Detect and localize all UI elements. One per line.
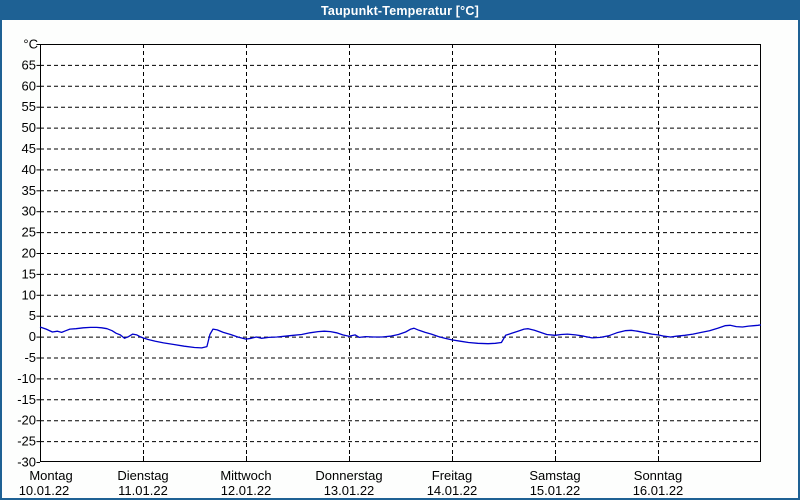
y-tick-label: 30: [22, 204, 36, 219]
day-date-label: 16.01.22: [633, 483, 684, 498]
y-tick-label: -20: [17, 413, 36, 428]
y-tick-label: 0: [29, 329, 36, 344]
window-title: Taupunkt-Temperatur [°C]: [2, 2, 798, 20]
day-name-label: Samstag: [529, 468, 580, 483]
day-name-label: Mittwoch: [220, 468, 271, 483]
axis-ticks: [36, 44, 659, 463]
day-name-label: Dienstag: [117, 468, 168, 483]
dewpoint-chart-canvas: -30 -25 -20 -15 -10 -5 0 5 10 15 20 25 30 35 40 45 50 55 6…: [17, 37, 762, 498]
y-tick-label: -25: [17, 434, 36, 449]
y-tick-label: 25: [22, 225, 36, 240]
y-tick-label: 60: [22, 78, 36, 93]
day-date-label: 12.01.22: [221, 483, 272, 498]
y-gridlines: [40, 64, 761, 443]
plot-border: [40, 44, 761, 462]
y-tick-label: 10: [22, 287, 36, 302]
y-tick-label: -5: [24, 350, 36, 365]
y-axis-unit-label: °C: [23, 37, 38, 52]
day-name-label: Freitag: [432, 468, 472, 483]
y-tick-label: -15: [17, 392, 36, 407]
day-date-label: 15.01.22: [530, 483, 581, 498]
day-date-label: 14.01.22: [427, 483, 478, 498]
y-tick-label: 55: [22, 99, 36, 114]
y-tick-label: -10: [17, 371, 36, 386]
y-axis-labels: -30 -25 -20 -15 -10 -5 0 5 10 15 20 25 30 35 40 45 50 55 6…: [17, 37, 38, 470]
y-tick-label: 15: [22, 266, 36, 281]
y-tick-label: 65: [22, 57, 36, 72]
chart-area: -30 -25 -20 -15 -10 -5 0 5 10 15 20 25 30 35 40 45 50 55 6…: [2, 22, 798, 498]
day-name-label: Montag: [29, 468, 72, 483]
y-tick-label: 5: [29, 308, 36, 323]
y-tick-label: 20: [22, 246, 36, 261]
day-name-label: Donnerstag: [315, 468, 382, 483]
day-date-label: 10.01.22: [19, 483, 70, 498]
day-date-label: 11.01.22: [118, 483, 168, 498]
day-name-label: Sonntag: [634, 468, 682, 483]
dewpoint-series-line: [39, 324, 762, 349]
y-tick-label: 45: [22, 141, 36, 156]
y-tick-label: 35: [22, 183, 36, 198]
y-tick-label: -30: [17, 455, 36, 470]
day-date-label: 13.01.22: [324, 483, 375, 498]
y-tick-label: 50: [22, 120, 36, 135]
y-tick-label: 40: [22, 162, 36, 177]
